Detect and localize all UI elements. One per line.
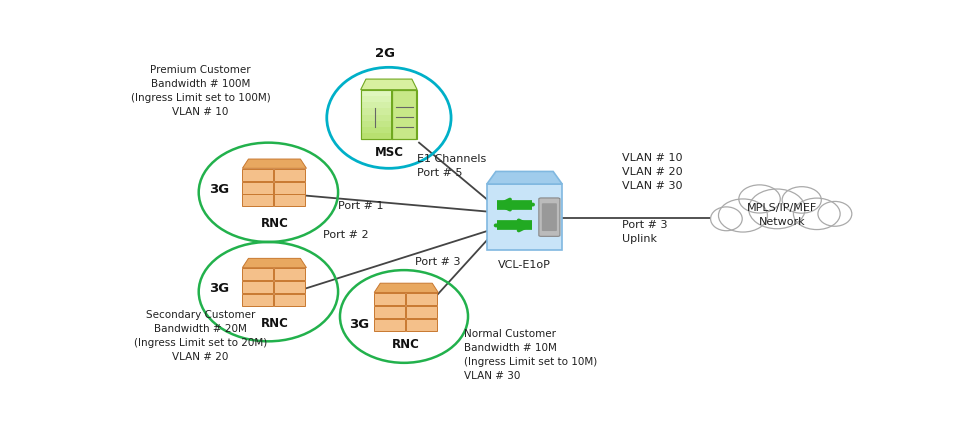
Bar xyxy=(242,169,273,181)
Bar xyxy=(274,268,305,280)
Bar xyxy=(361,121,391,127)
FancyBboxPatch shape xyxy=(538,198,560,237)
Ellipse shape xyxy=(782,187,821,213)
Bar xyxy=(374,306,405,318)
Bar xyxy=(712,211,849,260)
Text: 3G: 3G xyxy=(209,282,229,295)
Text: RNC: RNC xyxy=(260,316,289,330)
Ellipse shape xyxy=(748,189,805,229)
Text: E1 Channels
Port # 5: E1 Channels Port # 5 xyxy=(417,154,486,178)
Ellipse shape xyxy=(718,199,768,232)
Bar xyxy=(374,293,405,305)
Bar xyxy=(406,293,437,305)
Text: VLAN # 10
VLAN # 20
VLAN # 30: VLAN # 10 VLAN # 20 VLAN # 30 xyxy=(622,154,683,191)
Text: Premium Customer
Bandwidth # 100M
(Ingress Limit set to 100M)
VLAN # 10: Premium Customer Bandwidth # 100M (Ingre… xyxy=(130,65,270,117)
Text: RNC: RNC xyxy=(393,338,420,351)
Text: Port # 3
Uplink: Port # 3 Uplink xyxy=(622,220,668,244)
Polygon shape xyxy=(242,258,306,267)
Bar xyxy=(242,268,273,280)
Bar xyxy=(392,90,416,139)
Bar xyxy=(274,169,305,181)
Text: Port # 3: Port # 3 xyxy=(415,257,461,267)
Bar xyxy=(361,114,391,121)
Text: VCL-E1oP: VCL-E1oP xyxy=(498,260,551,270)
Bar xyxy=(361,90,417,139)
Polygon shape xyxy=(361,79,417,90)
Text: Port # 2: Port # 2 xyxy=(324,230,369,240)
FancyBboxPatch shape xyxy=(541,203,557,231)
Bar xyxy=(361,108,391,114)
Bar xyxy=(242,182,273,194)
Bar xyxy=(361,133,391,139)
Bar xyxy=(487,184,562,250)
Ellipse shape xyxy=(739,185,781,213)
Bar xyxy=(374,319,405,331)
Polygon shape xyxy=(242,159,306,168)
Bar xyxy=(242,294,273,306)
Bar xyxy=(242,194,273,206)
Ellipse shape xyxy=(711,207,743,231)
Text: Normal Customer
Bandwidth # 10M
(Ingress Limit set to 10M)
VLAN # 30: Normal Customer Bandwidth # 10M (Ingress… xyxy=(465,329,598,381)
Bar xyxy=(274,294,305,306)
Bar xyxy=(361,127,391,133)
Ellipse shape xyxy=(793,198,840,230)
Polygon shape xyxy=(374,283,438,292)
Bar xyxy=(406,319,437,331)
Ellipse shape xyxy=(817,201,851,226)
Text: 3G: 3G xyxy=(209,182,229,196)
Text: 3G: 3G xyxy=(349,318,368,331)
Text: 2G: 2G xyxy=(375,47,396,60)
Bar xyxy=(361,102,391,108)
Bar xyxy=(274,182,305,194)
Text: RNC: RNC xyxy=(260,217,289,230)
Bar xyxy=(242,281,273,293)
Polygon shape xyxy=(487,172,562,184)
Bar xyxy=(361,96,391,102)
Text: Port # 1: Port # 1 xyxy=(337,200,383,211)
Bar xyxy=(274,194,305,206)
Text: MSC: MSC xyxy=(374,146,403,159)
Text: Secondary Customer
Bandwidth # 20M
(Ingress Limit set to 20M)
VLAN # 20: Secondary Customer Bandwidth # 20M (Ingr… xyxy=(134,310,267,362)
Ellipse shape xyxy=(714,230,847,248)
Bar xyxy=(361,90,391,139)
Text: MPLS/IP/MEF
Network: MPLS/IP/MEF Network xyxy=(747,203,817,227)
Bar xyxy=(361,90,391,96)
Bar xyxy=(274,281,305,293)
Bar xyxy=(406,306,437,318)
